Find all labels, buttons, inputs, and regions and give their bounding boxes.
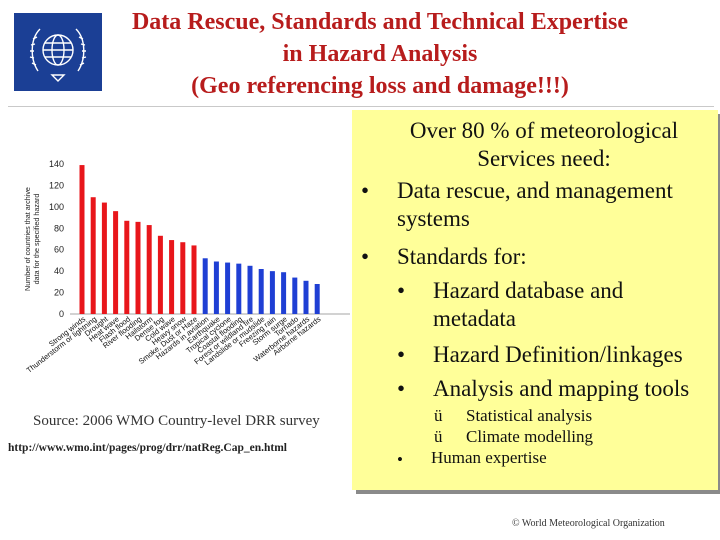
bar [236, 263, 242, 314]
callout-heading-line-1: Over 80 % of meteorological [409, 118, 679, 143]
sub-item-hazard-database-cont: metadata [433, 306, 517, 331]
x-tick-label: Thunderstorm or lightning [25, 314, 99, 374]
bar [79, 165, 85, 314]
bar [281, 272, 287, 314]
item-data-rescue-cont: systems [397, 206, 470, 231]
bar [135, 221, 141, 314]
y-axis-label: Number of countries that archivedata for… [23, 187, 41, 291]
bullet-3: • [397, 450, 403, 469]
y-axis-label-line: Number of countries that archive [23, 187, 32, 291]
check-icon: ü [434, 406, 443, 425]
bar [90, 197, 96, 314]
callout-heading-line-2: Services need: [477, 146, 611, 171]
wmo-emblem-icon [14, 13, 102, 91]
y-tick-label: 60 [54, 245, 64, 255]
bar [146, 225, 152, 314]
bullet-2: • [361, 244, 370, 269]
bar [113, 211, 119, 314]
bar [157, 235, 163, 314]
title-line-3: (Geo referencing loss and damage!!!) [191, 73, 569, 99]
bar [247, 265, 253, 314]
item-human-expertise: Human expertise [431, 448, 547, 467]
y-tick-label: 80 [54, 223, 64, 233]
bar [292, 277, 298, 314]
bar [191, 245, 197, 314]
y-tick-label: 0 [59, 309, 64, 319]
title-divider [8, 106, 714, 107]
bar [269, 271, 275, 314]
y-tick-label: 40 [54, 266, 64, 276]
sub-bullet-1: • [397, 278, 406, 303]
bar [258, 269, 264, 314]
bar [180, 242, 186, 314]
sub-item-hazard-definition: Hazard Definition/linkages [433, 342, 683, 367]
bar [202, 258, 208, 314]
y-tick-label: 140 [49, 159, 64, 169]
slide-title: Data Rescue, Standards and Technical Exp… [100, 6, 660, 102]
sub-bullet-3: • [397, 376, 406, 401]
sub-item-analysis-mapping: Analysis and mapping tools [433, 376, 690, 401]
bullet-1: • [361, 178, 370, 203]
hazard-archive-bar-chart: Number of countries that archivedata for… [23, 159, 350, 375]
sub-item-hazard-database: Hazard database and [433, 278, 624, 303]
callout-box [352, 110, 718, 490]
bar [225, 262, 231, 314]
bar [213, 261, 219, 314]
title-line-2: in Hazard Analysis [282, 41, 478, 67]
bar [101, 202, 107, 314]
copyright-note: © World Meteorological Organization [512, 518, 665, 529]
title-line-1: Data Rescue, Standards and Technical Exp… [131, 9, 629, 35]
bar [314, 284, 320, 314]
check-item-statistical: Statistical analysis [466, 406, 593, 425]
y-tick-label: 20 [54, 288, 64, 298]
check-icon: ü [434, 427, 443, 446]
item-data-rescue: Data rescue, and management [397, 178, 673, 203]
source-url[interactable]: http://www.wmo.int/pages/prog/drr/natReg… [8, 442, 287, 454]
bar [303, 280, 309, 314]
y-tick-label: 100 [49, 202, 64, 212]
bar [169, 240, 175, 314]
item-standards: Standards for: [397, 244, 527, 269]
source-note: Source: 2006 WMO Country-level DRR surve… [33, 413, 320, 429]
y-axis-label-line: data for the specified hazard [32, 194, 41, 285]
bar [124, 220, 130, 314]
callout-heading: Over 80 % of meteorological Services nee… [374, 117, 714, 173]
check-item-climate: Climate modelling [466, 427, 594, 446]
sub-bullet-2: • [397, 342, 406, 367]
y-tick-label: 120 [49, 180, 64, 190]
